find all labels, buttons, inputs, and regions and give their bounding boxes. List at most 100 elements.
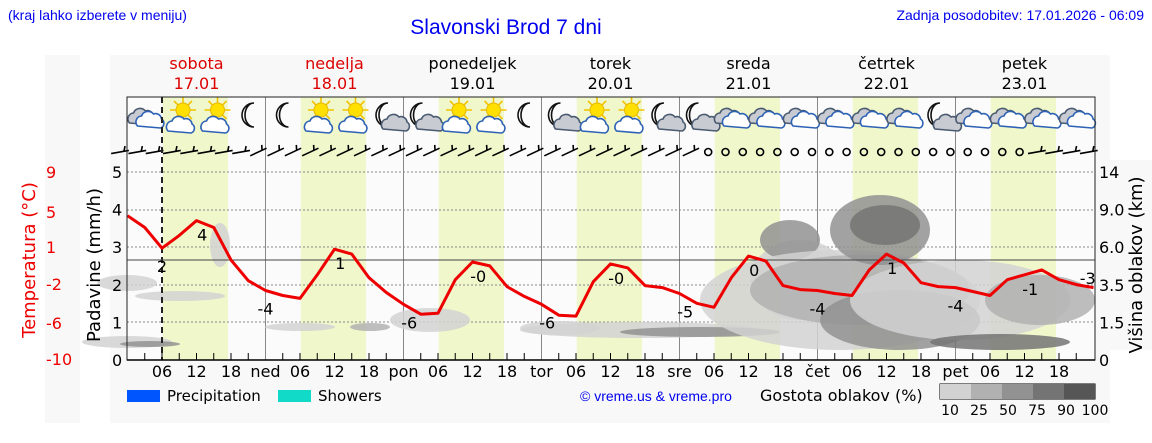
temperature-axis-ticks: 9 5 1 -2 -6 -10: [46, 163, 72, 369]
temperature-axis-label: Temperatura (°C): [19, 182, 40, 339]
temperature-value-label: -0: [470, 267, 486, 286]
temperature-value-label: -6: [539, 313, 555, 332]
day-date: 23.01: [1002, 74, 1048, 93]
hour-label: 18: [359, 362, 379, 381]
svg-text:9.0: 9.0: [1099, 201, 1124, 220]
day-short-label: tor: [530, 362, 553, 381]
cloud-height-axis-panel: [1110, 160, 1152, 350]
svg-text:0: 0: [112, 351, 122, 370]
svg-text:3.5: 3.5: [1099, 276, 1124, 295]
cloud-height-axis-label: Višina oblakov (km): [1126, 176, 1147, 353]
wind-barbs-row: [110, 144, 1098, 157]
svg-text:0: 0: [1099, 351, 1109, 370]
hour-label: 06: [704, 362, 724, 381]
svg-text:-6: -6: [46, 314, 62, 333]
temperature-value-label: 2: [157, 257, 167, 276]
hour-label: 18: [221, 362, 241, 381]
page-title: Slavonski Brod 7 dni: [410, 16, 602, 39]
cloud-density-scale: 10 25 50 75 90 100: [939, 383, 1109, 419]
day-name: četrtek: [858, 54, 916, 73]
day-name: sreda: [726, 54, 770, 73]
hour-label: 12: [186, 362, 206, 381]
precip-axis-ticks: 5 4 3 2 1 0: [112, 163, 122, 370]
temperature-value-label: -3: [1080, 269, 1096, 288]
temperature-value-label: -0: [608, 269, 624, 288]
svg-text:100: 100: [1082, 403, 1109, 419]
temperature-value-label: -4: [948, 297, 964, 316]
svg-text:1: 1: [46, 238, 56, 257]
precip-axis-label: Padavine (mm/h): [84, 188, 105, 342]
day-short-label: pon: [388, 362, 418, 381]
svg-text:25: 25: [970, 403, 988, 419]
day-name: ponedeljek: [429, 54, 518, 73]
cloud-density-label: Gostota oblakov (%): [760, 386, 923, 405]
day-date: 21.01: [726, 74, 772, 93]
hour-label: 06: [290, 362, 310, 381]
hour-label: 06: [566, 362, 586, 381]
showers-legend-label: Showers: [318, 387, 382, 405]
svg-text:5: 5: [46, 203, 56, 222]
day-short-label: ned: [250, 362, 280, 381]
credit-link[interactable]: © vreme.us & vreme.pro: [580, 388, 732, 404]
svg-text:-2: -2: [46, 275, 62, 294]
cloud-height-axis-ticks: 14 9.0 6.0 3.5 1.5 0: [1099, 163, 1124, 370]
day-date: 20.01: [588, 74, 634, 93]
hour-label: 12: [876, 362, 896, 381]
temperature-line: [126, 214, 1094, 318]
hour-label: 12: [462, 362, 482, 381]
hour-label: 18: [497, 362, 517, 381]
hour-label: 18: [911, 362, 931, 381]
day-date: 18.01: [312, 74, 358, 93]
grid-lines: [127, 97, 1095, 360]
x-axis-ticks: 06 12 18 ned 06 12 18 pon 06 12 18 tor 06 12 18 sre 06 12…: [152, 362, 1069, 381]
hour-label: 12: [738, 362, 758, 381]
day-date: 17.01: [174, 74, 220, 93]
day-date: 19.01: [450, 74, 496, 93]
day-name: nedelja: [305, 54, 364, 73]
day-short-label: pet: [942, 362, 968, 381]
svg-text:50: 50: [999, 403, 1017, 419]
precipitation-swatch: [127, 390, 160, 402]
hour-label: 18: [773, 362, 793, 381]
temperature-value-label: 4: [197, 226, 207, 245]
svg-text:1: 1: [112, 313, 122, 332]
hour-label: 18: [635, 362, 655, 381]
temperature-value-label: 1: [887, 259, 897, 278]
day-name: sobota: [169, 54, 223, 73]
svg-text:5: 5: [112, 163, 122, 182]
svg-text:90: 90: [1057, 403, 1075, 419]
temperature-value-label: -4: [810, 300, 826, 319]
day-name: torek: [590, 54, 632, 73]
precipitation-legend-label: Precipitation: [167, 387, 261, 405]
temperature-value-label: -1: [1022, 280, 1038, 299]
day-name: petek: [1002, 54, 1048, 73]
svg-text:6.0: 6.0: [1099, 238, 1124, 257]
hour-label: 18: [1049, 362, 1069, 381]
region-hint: (kraj lahko izberete v meniju): [8, 7, 187, 23]
svg-text:-10: -10: [46, 350, 72, 369]
day-short-label: čet: [805, 362, 830, 381]
hour-label: 06: [428, 362, 448, 381]
svg-text:10: 10: [941, 403, 959, 419]
hour-label: 06: [152, 362, 172, 381]
svg-text:1.5: 1.5: [1099, 313, 1124, 332]
svg-text:14: 14: [1099, 163, 1119, 182]
showers-swatch: [278, 390, 311, 402]
hour-label: 12: [1014, 362, 1034, 381]
temperature-value-label: -5: [677, 302, 693, 321]
day-short-label: sre: [667, 362, 691, 381]
hour-label: 06: [842, 362, 862, 381]
svg-text:9: 9: [46, 163, 56, 182]
hour-label: 12: [324, 362, 344, 381]
temperature-value-label: 0: [749, 261, 759, 280]
hour-label: 06: [980, 362, 1000, 381]
svg-text:4: 4: [112, 201, 122, 220]
svg-text:2: 2: [112, 276, 122, 295]
last-update: Zadnja posodobitev: 17.01.2026 - 06:09: [896, 7, 1144, 23]
temperature-axis-panel: [45, 55, 80, 423]
day-date: 22.01: [864, 74, 910, 93]
hour-label: 12: [600, 362, 620, 381]
temperature-value-label: -4: [258, 300, 274, 319]
